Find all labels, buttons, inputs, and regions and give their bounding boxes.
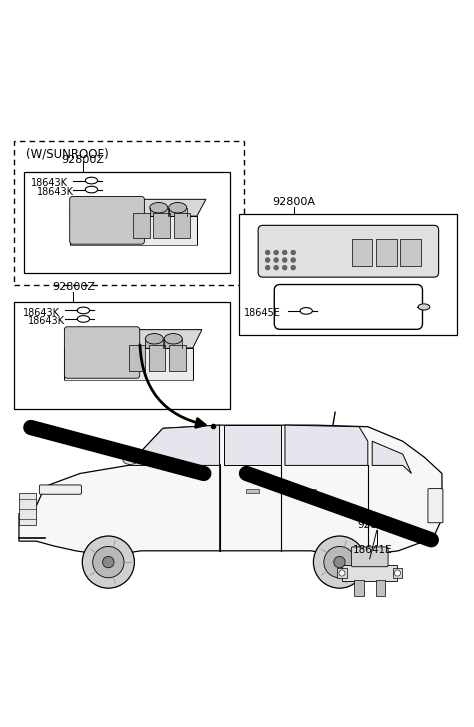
Bar [169,345,186,371]
Polygon shape [64,348,193,379]
Polygon shape [128,425,219,465]
FancyBboxPatch shape [64,326,140,378]
Bar [164,339,182,348]
Bar [239,214,457,335]
Text: 18643K: 18643K [37,187,74,197]
Bar [14,302,230,409]
Circle shape [82,536,135,588]
Bar [376,580,385,596]
Bar [149,345,165,371]
Text: 18643K: 18643K [28,316,65,326]
Circle shape [283,257,287,262]
Text: 92800A: 92800A [273,197,315,207]
Ellipse shape [123,457,137,465]
Bar [146,339,164,348]
Circle shape [291,250,296,255]
Circle shape [274,250,279,255]
Bar [302,489,316,493]
Polygon shape [70,216,197,245]
Polygon shape [285,425,368,465]
FancyBboxPatch shape [428,489,443,523]
Polygon shape [19,425,442,554]
Ellipse shape [164,334,182,344]
Ellipse shape [169,203,187,213]
Text: 18643K: 18643K [23,308,60,318]
Circle shape [265,250,270,255]
Circle shape [274,257,279,262]
Bar [354,580,364,596]
FancyBboxPatch shape [39,485,82,494]
Bar [246,489,259,493]
Circle shape [291,257,296,262]
Text: 92800Z: 92800Z [62,155,104,165]
Polygon shape [70,199,206,216]
Bar [352,238,373,266]
Text: 18645E: 18645E [244,308,281,318]
FancyBboxPatch shape [274,284,422,329]
Text: 92890A: 92890A [358,521,398,531]
Circle shape [103,556,114,568]
Polygon shape [224,425,281,465]
Bar [150,208,168,216]
Bar [173,213,190,238]
Polygon shape [64,329,202,348]
Circle shape [324,547,355,578]
Bar [393,569,402,578]
Text: 92800Z: 92800Z [52,282,95,292]
Ellipse shape [418,304,430,310]
FancyBboxPatch shape [258,225,438,277]
Circle shape [265,257,270,262]
Circle shape [334,556,345,568]
Circle shape [93,547,124,578]
Bar [401,238,421,266]
Ellipse shape [146,334,164,344]
Text: (W/SUNROOF): (W/SUNROOF) [26,148,109,161]
Bar [154,213,170,238]
Ellipse shape [150,203,168,213]
Bar [24,172,230,273]
Circle shape [283,265,287,270]
FancyBboxPatch shape [351,547,388,567]
Text: 18641E: 18641E [353,545,393,555]
Bar [376,238,397,266]
Circle shape [291,265,296,270]
Circle shape [339,570,345,576]
Circle shape [265,265,270,270]
Bar [169,208,187,216]
Bar [337,569,346,578]
Bar [14,141,244,285]
Bar [128,345,145,371]
Circle shape [313,536,365,588]
Text: 18643K: 18643K [31,177,68,188]
Bar [133,213,150,238]
Circle shape [283,250,287,255]
FancyBboxPatch shape [70,196,145,244]
Circle shape [394,570,401,576]
Circle shape [274,265,279,270]
Bar [19,493,36,525]
Bar [342,566,397,581]
Polygon shape [372,441,411,473]
